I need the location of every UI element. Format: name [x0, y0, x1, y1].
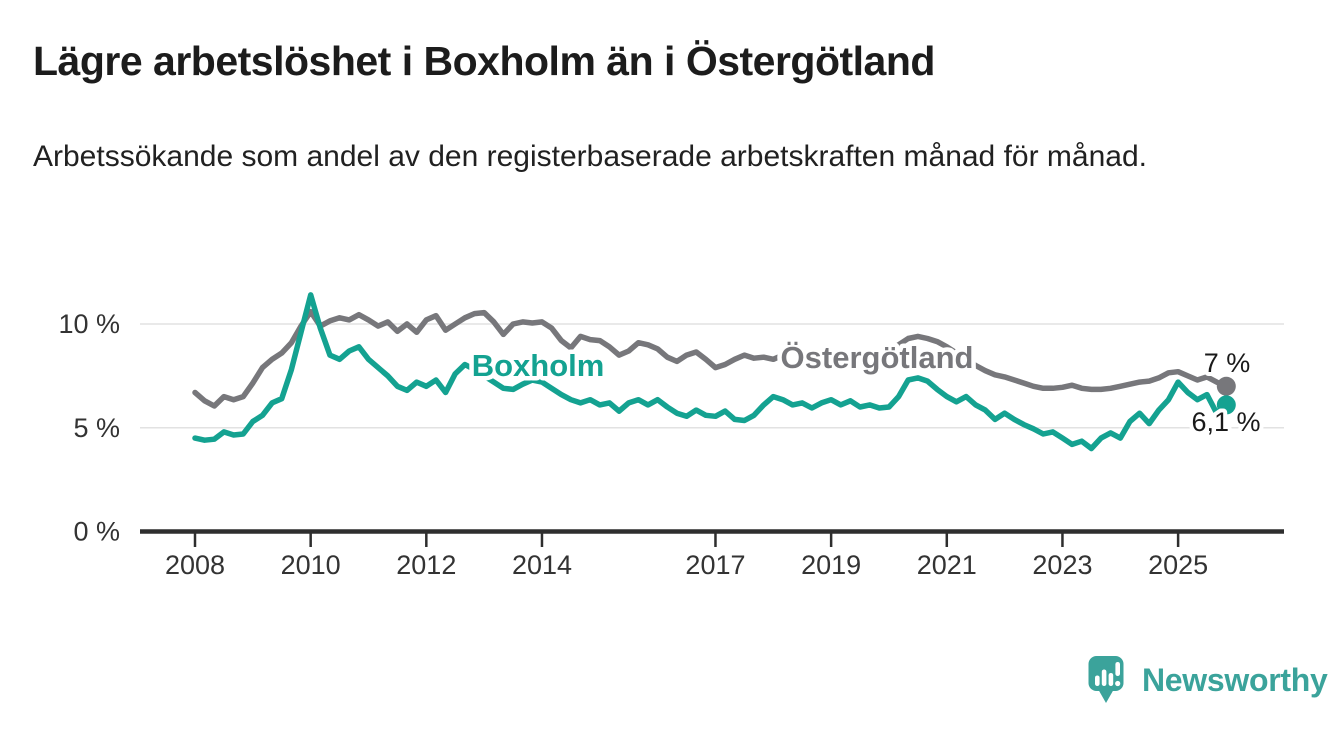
newsworthy-logo-text: Newsworthy — [1142, 662, 1328, 698]
series-label-1: Boxholm — [472, 348, 605, 383]
x-tick-label: 2014 — [512, 550, 572, 580]
series-line-stergtland — [192, 308, 1230, 409]
y-tick-label: 10 % — [58, 309, 120, 339]
chart-title: Lägre arbetslöshet i Boxholm än i Österg… — [33, 38, 935, 84]
x-tick-label: 2010 — [281, 550, 341, 580]
x-tick-label: 2019 — [801, 550, 861, 580]
x-tick-label: 2012 — [396, 550, 456, 580]
y-tick-label: 5 % — [73, 413, 120, 443]
end-dot-0 — [1216, 376, 1236, 396]
end-value-label-0: 7 % — [1204, 348, 1251, 378]
newsworthy-logo-icon — [1088, 656, 1124, 703]
y-tick-label: 0 % — [73, 517, 120, 547]
x-tick-label: 2025 — [1148, 550, 1208, 580]
x-tick-label: 2023 — [1032, 550, 1092, 580]
x-tick-label: 2008 — [165, 550, 225, 580]
series-line-boxholm — [192, 292, 1230, 452]
end-value-label-1: 6,1 % — [1191, 407, 1260, 437]
series-label-0: Östergötland — [781, 340, 974, 375]
end-dot-1 — [1216, 395, 1236, 415]
x-tick-label: 2021 — [917, 550, 977, 580]
newsworthy-logo: Newsworthy — [1087, 653, 1328, 705]
chart-subtitle: Arbetssökande som andel av den registerb… — [33, 140, 1147, 173]
x-tick-label: 2017 — [685, 550, 745, 580]
